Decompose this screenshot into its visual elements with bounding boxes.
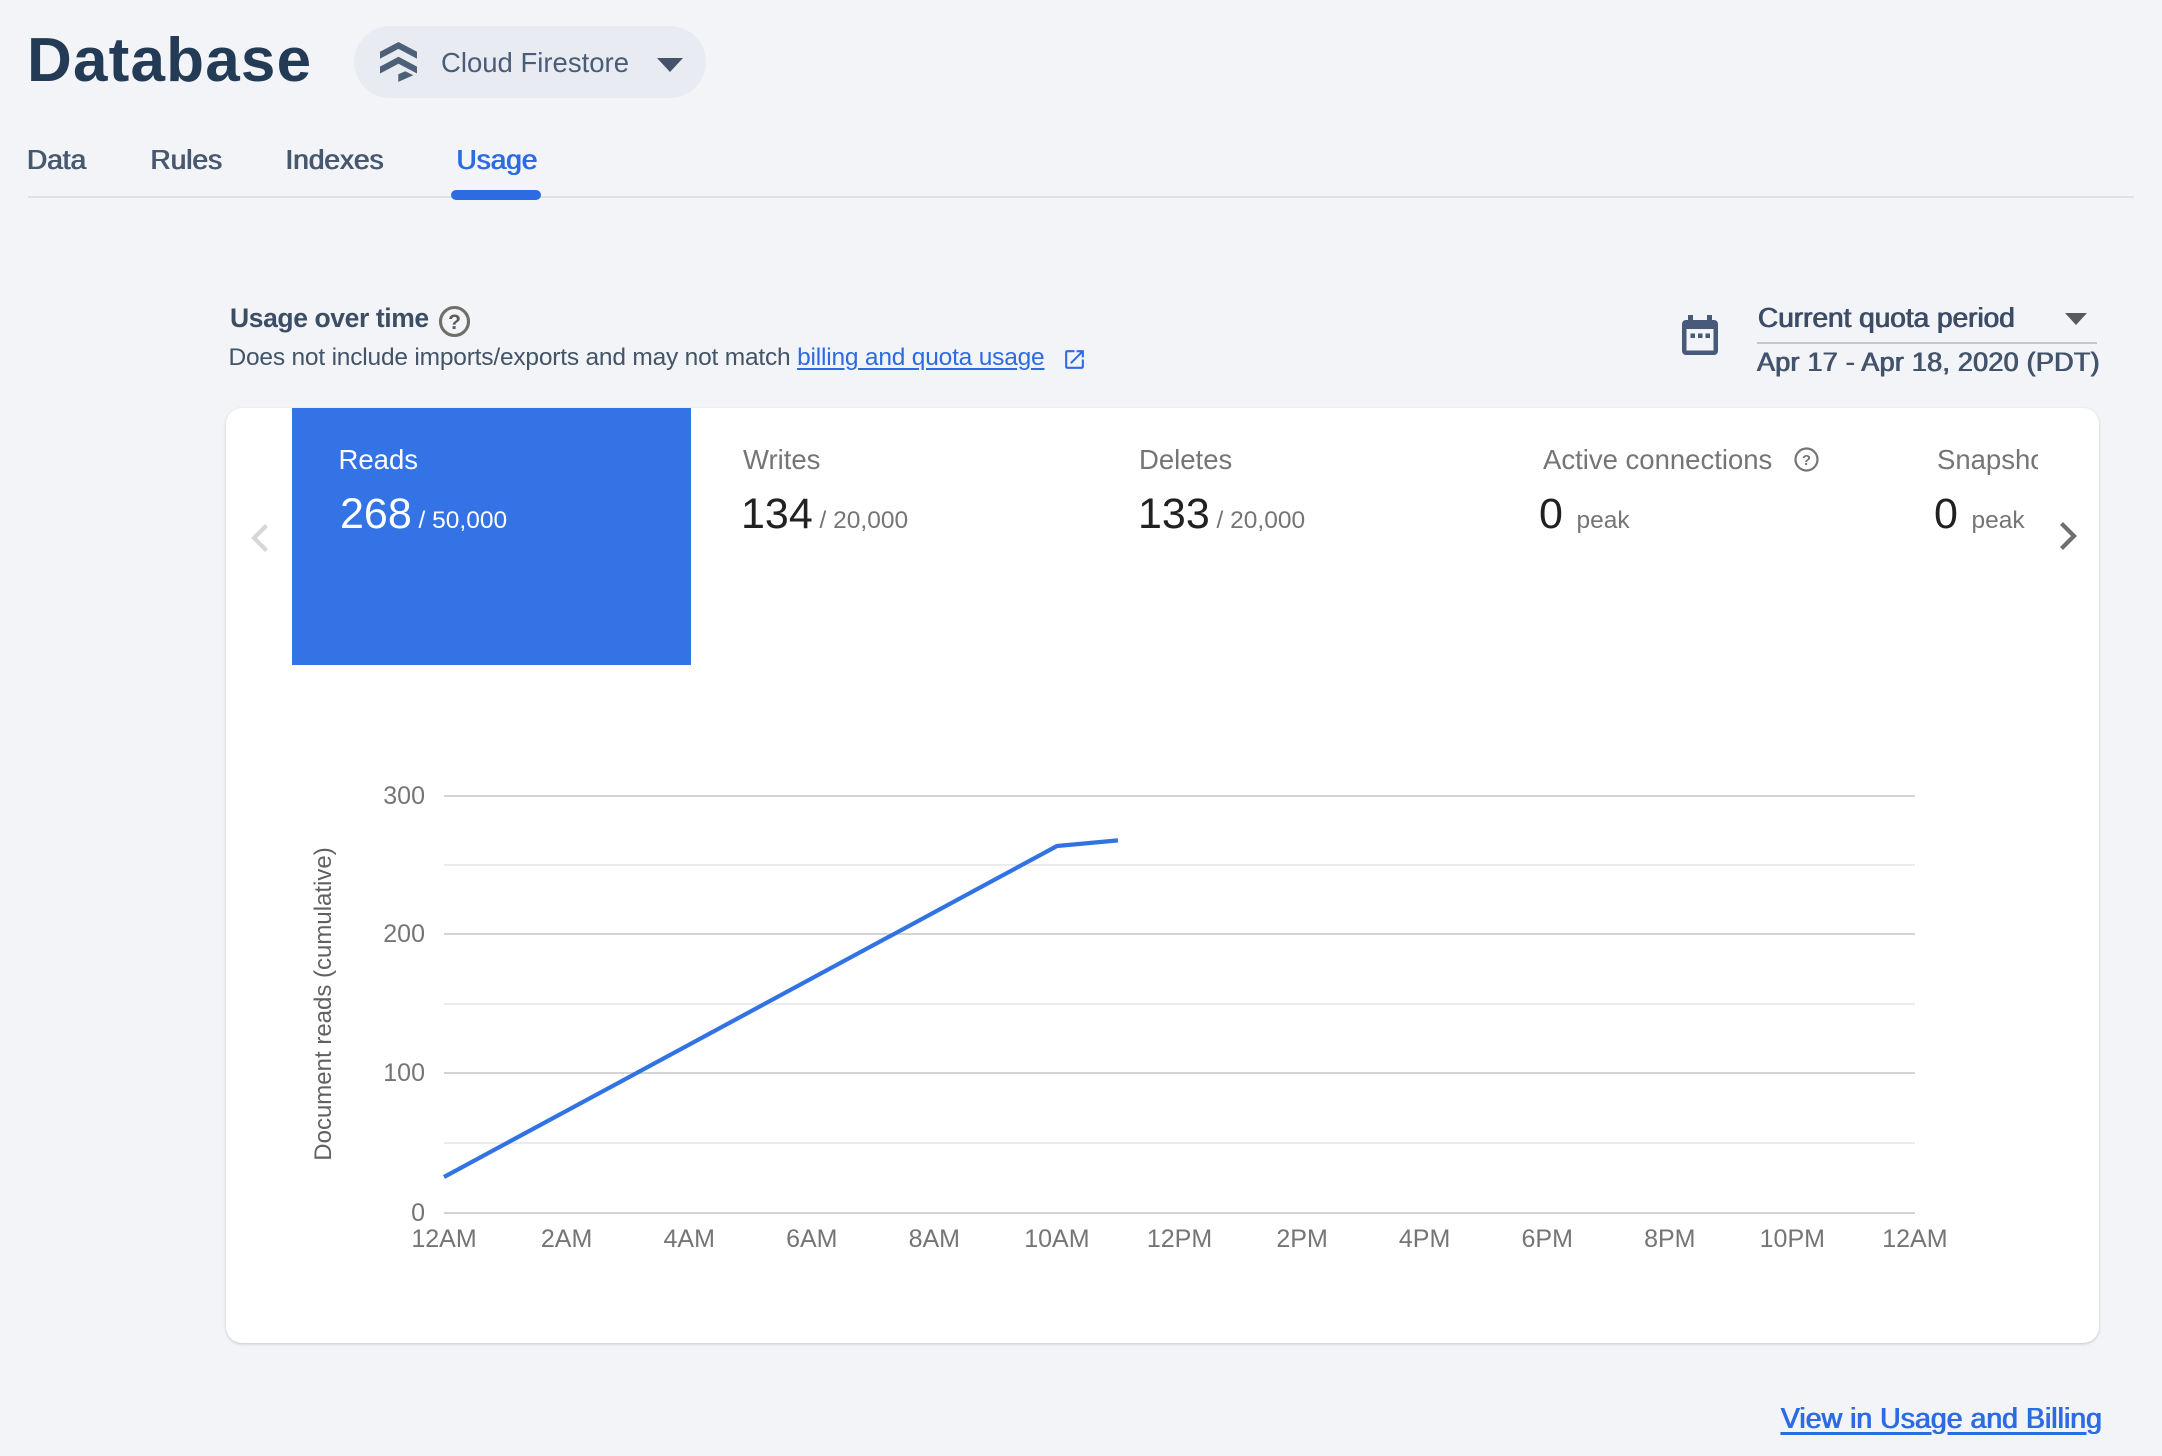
svg-text:?: ?: [448, 311, 461, 334]
svg-text:?: ?: [1801, 452, 1810, 469]
